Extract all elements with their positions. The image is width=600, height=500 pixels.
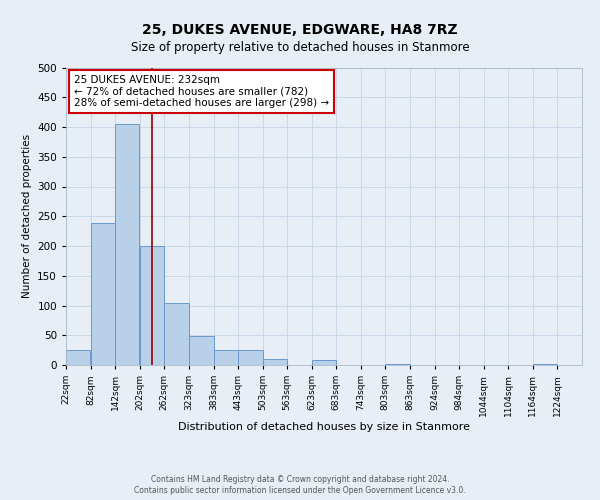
Text: 25 DUKES AVENUE: 232sqm
← 72% of detached houses are smaller (782)
28% of semi-d: 25 DUKES AVENUE: 232sqm ← 72% of detache… [74,75,329,108]
Text: 25, DUKES AVENUE, EDGWARE, HA8 7RZ: 25, DUKES AVENUE, EDGWARE, HA8 7RZ [142,22,458,36]
Bar [263,359,287,365]
Bar [238,350,263,365]
X-axis label: Distribution of detached houses by size in Stanmore: Distribution of detached houses by size … [178,422,470,432]
Bar [214,350,238,365]
Y-axis label: Number of detached properties: Number of detached properties [22,134,32,298]
Bar [164,302,188,365]
Bar [91,224,115,365]
Bar [312,360,336,365]
Bar [66,350,91,365]
Bar [140,246,164,365]
Text: Size of property relative to detached houses in Stanmore: Size of property relative to detached ho… [131,41,469,54]
Text: Contains HM Land Registry data © Crown copyright and database right 2024.: Contains HM Land Registry data © Crown c… [151,475,449,484]
Bar [385,364,410,365]
Bar [189,336,214,365]
Bar [115,124,139,365]
Bar [533,364,557,365]
Text: Contains public sector information licensed under the Open Government Licence v3: Contains public sector information licen… [134,486,466,495]
